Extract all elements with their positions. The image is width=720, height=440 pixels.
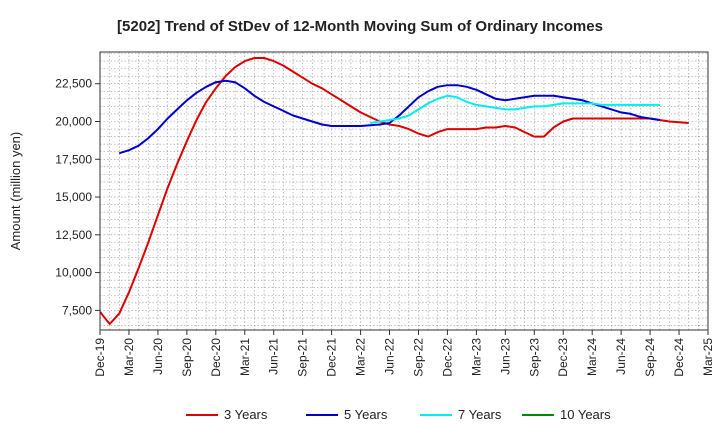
y-tick-label: 15,000: [55, 190, 92, 204]
legend-label-1: 3 Years: [224, 407, 268, 422]
x-tick-label: Mar-20: [122, 338, 136, 376]
legend: 3 Years 5 Years 7 Years 10 Years: [186, 407, 611, 422]
y-tick-label: 10,000: [55, 266, 92, 280]
x-tick-label: Dec-19: [93, 338, 107, 377]
y-tick-label: 22,500: [55, 77, 92, 91]
x-tick-label: Mar-21: [238, 338, 252, 376]
x-tick-label: Jun-24: [614, 338, 628, 375]
x-tick-label: Mar-25: [701, 338, 715, 376]
y-tick-label: 12,500: [55, 228, 92, 242]
y-tick-label: 7,500: [62, 303, 92, 317]
x-tick-label: Jun-22: [383, 338, 397, 375]
plot-area: [100, 52, 708, 330]
x-tick-label: Jun-23: [498, 338, 512, 375]
x-tick-label: Dec-21: [325, 338, 339, 377]
x-tick-label: Sep-24: [643, 338, 657, 377]
legend-label-3: 7 Years: [458, 407, 502, 422]
x-tick-label: Dec-20: [209, 338, 223, 377]
series-line-2: [119, 79, 660, 155]
x-tick-label: Mar-22: [354, 338, 368, 376]
y-tick-label: 17,500: [55, 152, 92, 166]
y-axis-label: Amount (million yen): [8, 132, 23, 251]
x-tick-label: Mar-23: [469, 338, 483, 376]
x-tick-label: Sep-20: [180, 338, 194, 377]
y-tick-label: 20,000: [55, 115, 92, 129]
x-tick-label: Mar-24: [585, 338, 599, 376]
series-line-3: [370, 94, 660, 124]
legend-label-4: 10 Years: [560, 407, 611, 422]
x-tick-label: Dec-24: [672, 338, 686, 377]
x-tick-label: Jun-21: [267, 338, 281, 375]
series-layer: [99, 57, 689, 325]
chart-title: [5202] Trend of StDev of 12-Month Moving…: [117, 18, 603, 35]
series-line-1: [99, 57, 689, 325]
x-axis-ticks: Dec-19 Mar-20 Jun-20 Sep-20 Dec-20 Mar-21 Jun-…: [93, 330, 715, 377]
y-axis-ticks: 7,500 10,000 12,500 15,000 17,500 20,000 22,50…: [55, 77, 100, 317]
x-tick-label: Dec-23: [556, 338, 570, 377]
x-tick-label: Dec-22: [440, 338, 454, 377]
plot-frame: [99, 51, 709, 331]
x-tick-label: Sep-22: [411, 338, 425, 377]
x-tick-label: Jun-20: [151, 338, 165, 375]
x-tick-label: Sep-23: [527, 338, 541, 377]
x-tick-label: Sep-21: [296, 338, 310, 377]
legend-label-2: 5 Years: [344, 407, 388, 422]
